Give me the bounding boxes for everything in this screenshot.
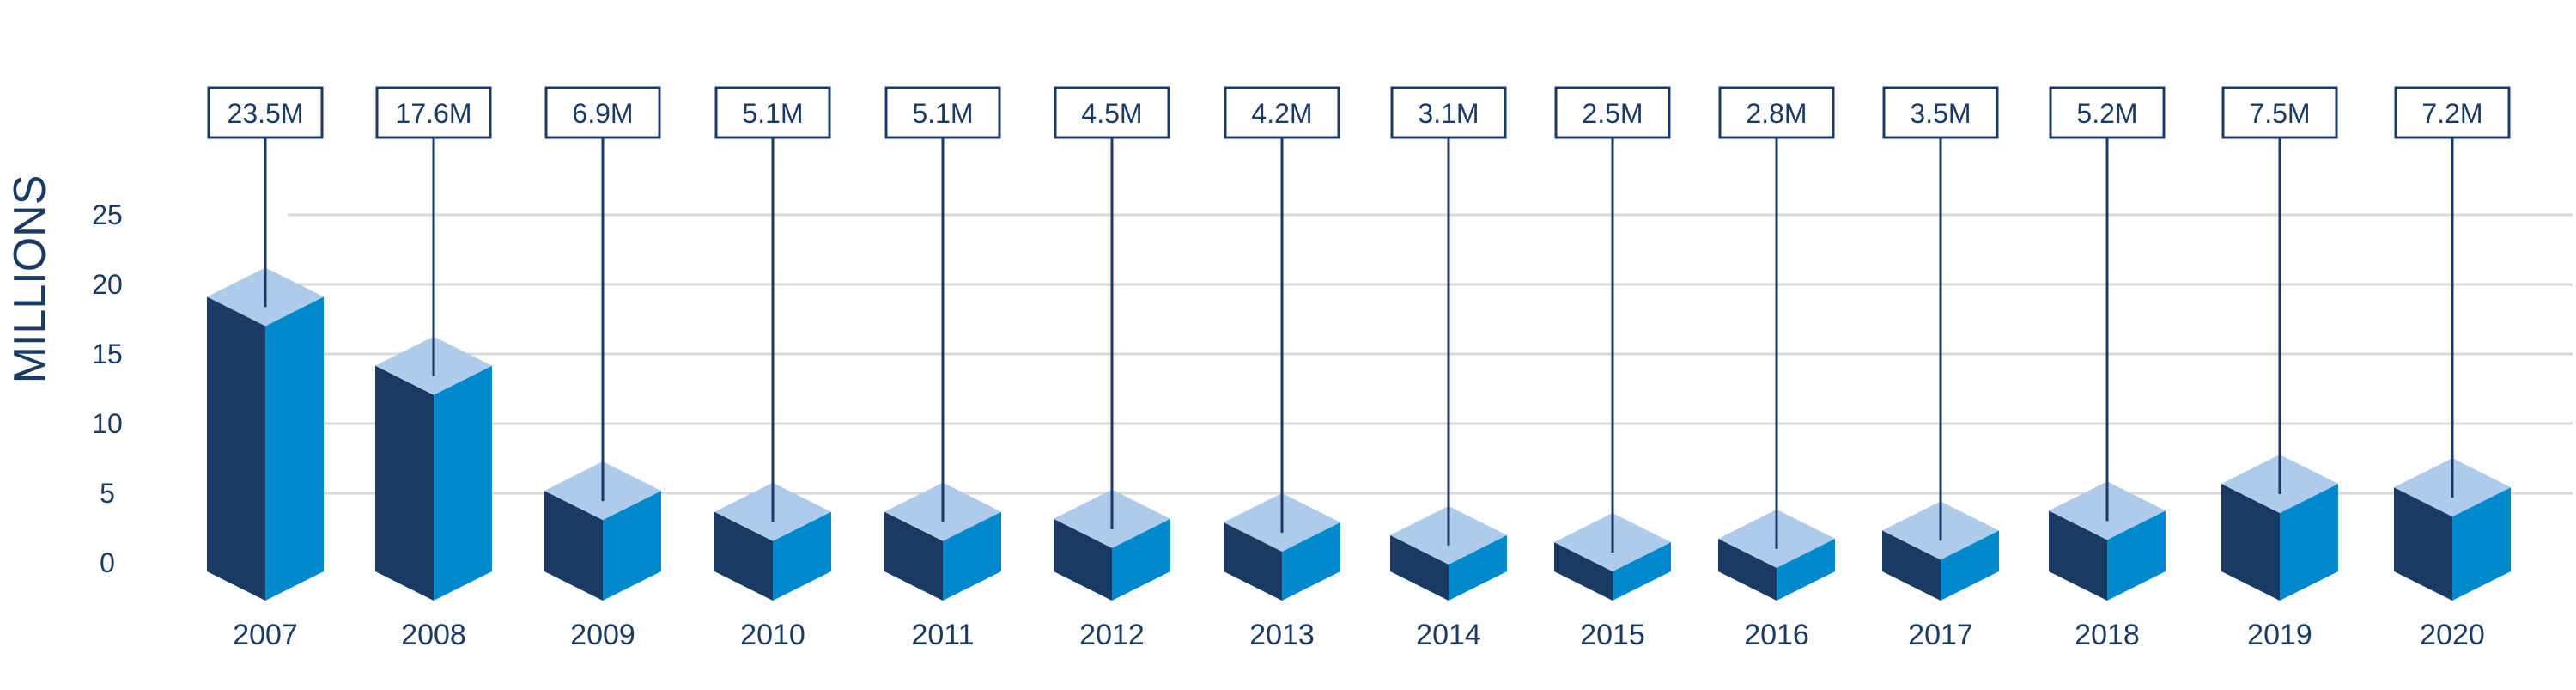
bar-right-face (773, 511, 831, 601)
bar-left-face (1224, 522, 1282, 601)
gridlines (288, 213, 2573, 495)
bar-left-face (1554, 542, 1613, 601)
bar: 7.5M (2221, 86, 2338, 601)
data-label: 23.5M (228, 98, 304, 129)
x-tick-label: 2014 (1416, 619, 1481, 651)
bar-left-face (207, 296, 265, 601)
value-label-box (1882, 86, 1999, 139)
x-tick-label: 2016 (1744, 619, 1809, 651)
data-label: 4.5M (1081, 98, 1142, 129)
x-tick-label: 2018 (2075, 619, 2140, 651)
x-tick-label: 2008 (401, 619, 466, 651)
bar: 6.9M (544, 86, 661, 601)
x-tick-label: 2013 (1249, 619, 1315, 651)
bar: 2.5M (1554, 86, 1671, 601)
value-label-box (1224, 86, 1340, 139)
bar: 5.1M (884, 86, 1001, 601)
value-label-box (1554, 86, 1671, 139)
bar-right-face (943, 511, 1001, 601)
bar-right-face (434, 365, 492, 601)
data-label: 5.1M (912, 98, 973, 129)
x-tick-label: 2019 (2247, 619, 2312, 651)
bar-right-face (1941, 530, 1999, 601)
data-label: 2.5M (1582, 98, 1643, 129)
y-tick-label: 25 (92, 199, 123, 230)
bar: 4.2M (1224, 86, 1340, 601)
y-axis-ticks: 0 5 10 15 20 25 (92, 199, 123, 578)
data-label: 7.2M (2421, 98, 2482, 129)
value-label-box (884, 86, 1001, 139)
x-tick-label: 2011 (911, 619, 974, 651)
value-label-box (714, 86, 831, 139)
data-label: 3.1M (1418, 98, 1479, 129)
bar-right-face (1449, 534, 1507, 601)
bar-left-face (1054, 518, 1112, 601)
y-axis-label: MILLIONS (5, 175, 55, 384)
x-tick-label: 2007 (233, 619, 298, 651)
value-label-box (2049, 86, 2166, 139)
value-label-box (375, 86, 492, 139)
bar-left-face (884, 511, 943, 601)
bar-left-face (375, 365, 434, 601)
x-tick-label: 2012 (1079, 619, 1145, 651)
bar-left-face (714, 511, 773, 601)
bar-right-face (265, 296, 324, 601)
bar-right-face (1777, 538, 1835, 601)
bar-left-face (2049, 510, 2107, 601)
bar-right-face (2107, 510, 2166, 601)
data-label: 7.5M (2249, 98, 2310, 129)
value-label-box (544, 86, 661, 139)
bar-left-face (2394, 487, 2452, 601)
y-tick-label: 5 (100, 478, 115, 509)
bar: 17.6M (375, 86, 492, 601)
bar: 5.2M (2049, 86, 2166, 601)
data-label: 5.1M (742, 98, 803, 129)
bar-right-face (603, 491, 661, 601)
x-tick-label: 2017 (1908, 619, 1973, 651)
bar: 7.2M (2394, 86, 2511, 601)
data-label: 2.8M (1746, 98, 1807, 129)
value-label-box (1054, 86, 1170, 139)
bar-right-face (2452, 487, 2511, 601)
bar-left-face (544, 491, 603, 601)
data-label: 6.9M (572, 98, 633, 129)
y-tick-label: 15 (92, 339, 123, 369)
bar: 4.5M (1054, 86, 1170, 601)
bar-left-face (1882, 530, 1941, 601)
value-label-box (1718, 86, 1835, 139)
data-label: 17.6M (396, 98, 472, 129)
x-tick-label: 2020 (2420, 619, 2485, 651)
bar: 3.5M (1882, 86, 1999, 601)
bars: 23.5M 17.6M 6.9M 5.1M 5.1M 4.5M 4.2M 3.1M 2.5M 2.… (207, 86, 2511, 601)
value-label-box (2394, 86, 2511, 139)
bar: 23.5M (207, 86, 324, 601)
bar-right-face (1282, 522, 1340, 601)
data-label: 3.5M (1910, 98, 1971, 129)
y-tick-label: 10 (92, 408, 123, 439)
value-label-box (1390, 86, 1507, 139)
value-label-box (207, 86, 324, 139)
bar-right-face (1112, 518, 1170, 601)
x-tick-label: 2010 (740, 619, 805, 651)
bar-right-face (2280, 484, 2338, 601)
x-tick-label: 2009 (570, 619, 635, 651)
bar-left-face (1390, 534, 1449, 601)
bar-left-face (1718, 538, 1777, 601)
data-label: 5.2M (2076, 98, 2137, 129)
bar: 2.8M (1718, 86, 1835, 601)
value-label-box (2221, 86, 2338, 139)
bar-left-face (2221, 484, 2280, 601)
y-tick-label: 0 (100, 547, 115, 578)
data-label: 4.2M (1251, 98, 1312, 129)
bar: 3.1M (1390, 86, 1507, 601)
y-tick-label: 20 (92, 269, 123, 300)
bar-right-face (1613, 542, 1671, 601)
x-tick-label: 2015 (1580, 619, 1645, 651)
bar: 5.1M (714, 86, 831, 601)
x-axis-labels: 2007 2008 2009 2010 2011 2012 2013 2014 2015 2016… (233, 619, 2485, 651)
